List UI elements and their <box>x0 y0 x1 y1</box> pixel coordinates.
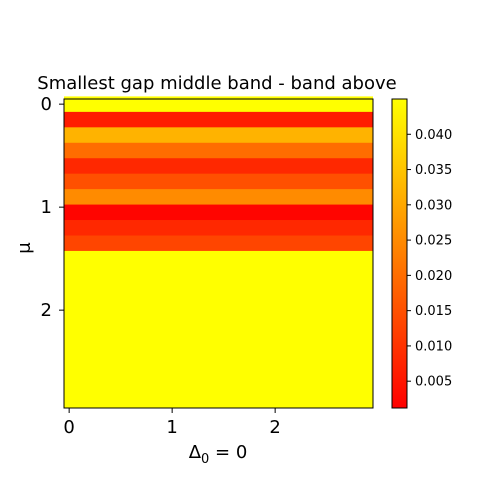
y-axis-ticks: 0 1 2 <box>41 94 64 321</box>
x-axis-label: Δ0 = 0 <box>189 442 248 467</box>
heatmap-row-6 <box>64 189 373 205</box>
y-tick-label: 2 <box>41 300 52 321</box>
colorbar-tick-label: 0.030 <box>415 198 452 213</box>
heatmap-row-1 <box>64 112 373 128</box>
y-axis-label: μ <box>14 242 35 254</box>
y-tick-label: 0 <box>41 94 52 115</box>
heatmap-row-8 <box>64 220 373 236</box>
y-tick-label: 1 <box>41 197 52 218</box>
colorbar <box>392 99 407 408</box>
colorbar-tick-label: 0.035 <box>415 163 452 178</box>
x-axis-label-subscript: 0 <box>201 452 209 467</box>
colorbar-tick-label: 0.040 <box>415 128 452 143</box>
colorbar-tick-label: 0.020 <box>415 269 452 284</box>
colorbar-tick-label: 0.015 <box>415 304 452 319</box>
colorbar-tick-label: 0.025 <box>415 234 452 249</box>
x-axis-label-rest: = 0 <box>209 442 247 463</box>
x-tick-label: 1 <box>166 417 177 438</box>
x-tick-label: 0 <box>63 417 74 438</box>
heatmap-row-3 <box>64 143 373 159</box>
heatmap-row-4 <box>64 158 373 174</box>
colorbar-tick-label: 0.005 <box>415 375 452 390</box>
colorbar-tick-label: 0.010 <box>415 339 452 354</box>
chart-title: Smallest gap middle band - band above <box>37 73 396 94</box>
x-axis-ticks: 0 1 2 <box>63 408 280 438</box>
heatmap-row-7 <box>64 205 373 221</box>
heatmap-row-5 <box>64 174 373 190</box>
heatmap-cells <box>64 96 373 408</box>
heatmap-row-9 <box>64 235 373 251</box>
heatmap-row-2 <box>64 127 373 143</box>
x-axis-label-base: Δ <box>189 442 202 463</box>
heatmap-region-lower <box>64 251 373 408</box>
x-tick-label: 2 <box>269 417 280 438</box>
colorbar-ticks: 0.005 0.010 0.015 0.020 0.025 0.030 0.035 0.040 <box>407 128 452 390</box>
